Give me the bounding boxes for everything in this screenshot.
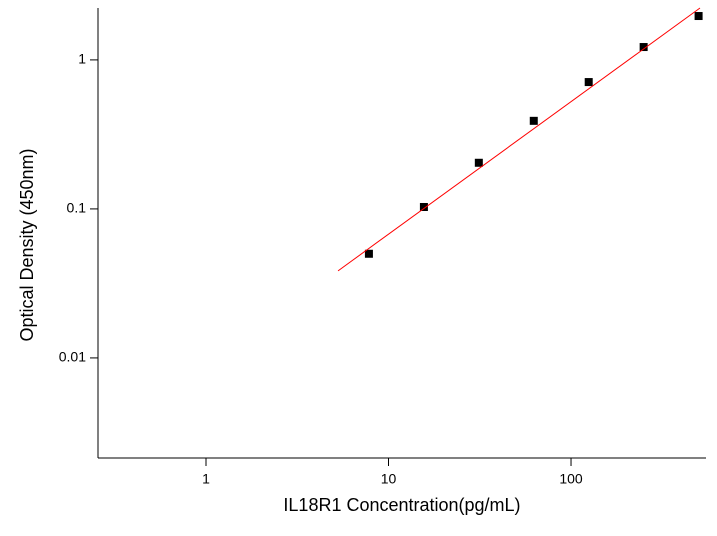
y-axis-label: Optical Density (450nm) — [17, 148, 37, 341]
data-point — [584, 78, 593, 87]
y-tick-label: 0.01 — [59, 349, 86, 365]
data-point — [474, 158, 483, 167]
x-tick-label: 1 — [202, 471, 210, 487]
x-tick-label: 10 — [381, 471, 397, 487]
data-point — [529, 116, 538, 125]
data-point — [639, 43, 648, 52]
y-tick-label: 1 — [78, 51, 86, 67]
y-tick-label: 0.1 — [67, 200, 87, 216]
fit-line — [337, 7, 701, 272]
x-tick-label: 100 — [559, 471, 583, 487]
data-point — [419, 202, 428, 211]
data-point — [364, 249, 373, 258]
x-axis-label: IL18R1 Concentration(pg/mL) — [283, 495, 520, 515]
data-point — [694, 12, 703, 21]
